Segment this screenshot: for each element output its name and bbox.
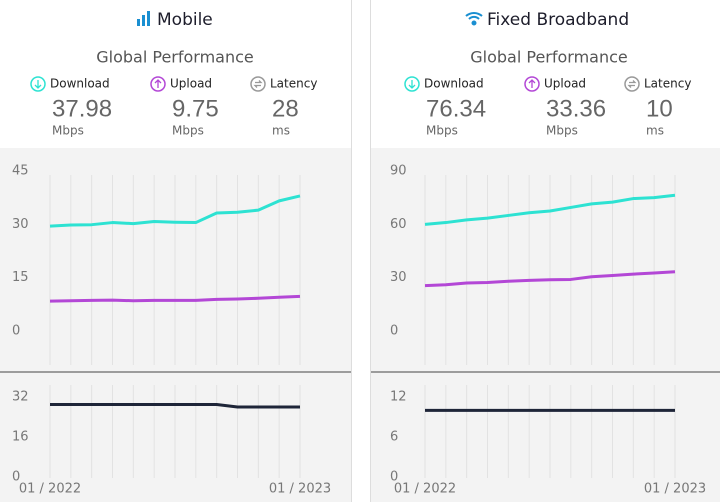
- metric-unit: Mbps: [52, 124, 84, 138]
- metric-icon-arrow: [34, 80, 42, 89]
- y-tick-label: 90: [390, 164, 407, 179]
- y-tick-label: 0: [12, 324, 20, 339]
- y-tick-label: 30: [12, 217, 29, 232]
- x-tick-label: 01 / 2022: [394, 482, 456, 497]
- metric-icon: [30, 76, 46, 92]
- series-line: [50, 403, 300, 409]
- y-tick-label: 45: [12, 164, 29, 179]
- metric-value: 33.36: [546, 95, 606, 122]
- wifi-icon: [465, 12, 483, 26]
- mobile-icon: [137, 11, 150, 26]
- metric-unit: ms: [272, 124, 290, 138]
- metric-value: 76.34: [426, 95, 486, 122]
- x-tick-label: 01 / 2022: [19, 482, 81, 497]
- panel-subtitle: Global Performance: [470, 48, 628, 67]
- metric-icon: [524, 76, 540, 92]
- metric-value: 10: [646, 95, 673, 122]
- series-line: [49, 194, 301, 228]
- series-line: [424, 193, 676, 226]
- metric-unit: Mbps: [546, 124, 578, 138]
- y-tick-label: 16: [12, 430, 29, 445]
- y-tick-label: 32: [12, 390, 29, 405]
- series-line: [424, 270, 676, 288]
- y-tick-label: 0: [390, 324, 398, 339]
- metric-value: 9.75: [172, 95, 219, 122]
- metric-label: Upload: [170, 77, 212, 91]
- metric-value: 37.98: [52, 95, 112, 122]
- x-tick-label: 01 / 2023: [644, 482, 706, 497]
- metric-label: Latency: [644, 77, 691, 91]
- metric-icon: [624, 76, 640, 92]
- metric-unit: Mbps: [172, 124, 204, 138]
- metric-label: Latency: [270, 77, 317, 91]
- y-tick-label: 0: [390, 470, 398, 485]
- metric-icon-arrow: [528, 79, 536, 88]
- y-tick-label: 60: [390, 217, 407, 232]
- metric-icon-arrow: [627, 80, 637, 88]
- fixed-chart-bg: [371, 148, 720, 502]
- metric-label: Download: [50, 77, 110, 91]
- metric-icon-arrow: [154, 79, 162, 88]
- metric-icon-arrow: [408, 80, 416, 89]
- metric-label: Upload: [544, 77, 586, 91]
- metric-icon: [404, 76, 420, 92]
- y-tick-label: 0: [12, 470, 20, 485]
- y-tick-label: 12: [390, 390, 407, 405]
- metric-icon: [250, 76, 266, 92]
- panel-subtitle: Global Performance: [96, 48, 254, 67]
- metric-value: 28: [272, 95, 299, 122]
- y-tick-label: 30: [390, 270, 407, 285]
- metric-unit: Mbps: [426, 124, 458, 138]
- metric-label: Download: [424, 77, 484, 91]
- metric-unit: ms: [646, 124, 664, 138]
- metric-icon-arrow: [253, 80, 263, 88]
- y-tick-label: 6: [390, 430, 398, 445]
- x-tick-label: 01 / 2023: [269, 482, 331, 497]
- metric-icon: [150, 76, 166, 92]
- charts: 0 15 30 45 0 16 32 01 / 2022 01 / 2023 0 30 60 90 0 6 1…: [12, 164, 706, 497]
- panel-title: Mobile: [157, 10, 213, 30]
- y-tick-label: 15: [12, 270, 29, 285]
- series-line: [49, 294, 301, 303]
- panel-title: Fixed Broadband: [487, 10, 629, 30]
- metrics: Download 37.98 Mbps Upload 9.75 Mbps Latency 28…: [30, 76, 691, 138]
